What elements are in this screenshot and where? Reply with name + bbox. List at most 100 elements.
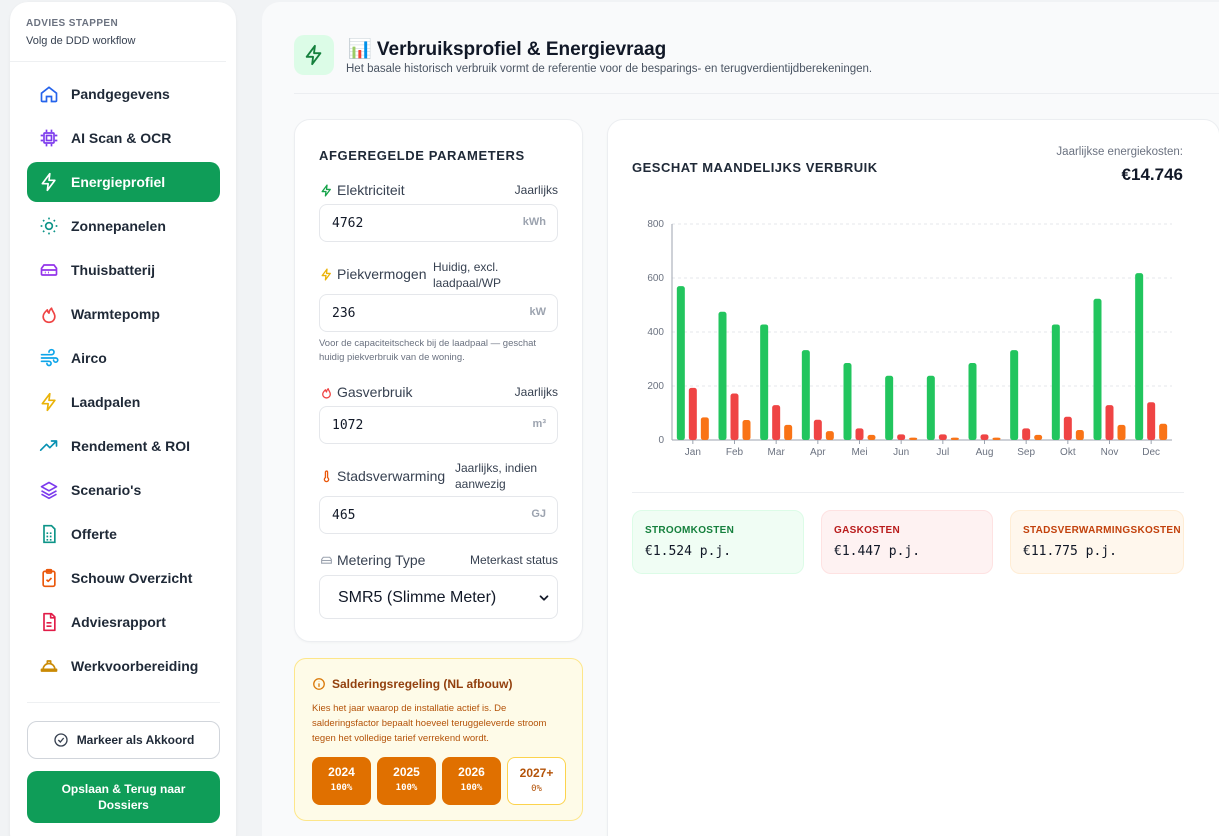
bolt-icon: [39, 172, 59, 192]
peak-power-input[interactable]: 236 kW: [319, 294, 558, 332]
chevron-down-icon: [539, 595, 549, 601]
year-2026-button[interactable]: 2026 100%: [442, 757, 501, 805]
bar: [718, 311, 727, 440]
sidebar-item-offerte[interactable]: Offerte: [27, 514, 220, 554]
sidebar-item-ai-scan[interactable]: AI Scan & OCR: [27, 118, 220, 158]
sidebar-item-scenarios[interactable]: Scenario's: [27, 470, 220, 510]
district-heating-input[interactable]: 465 GJ: [319, 496, 558, 534]
metering-label: Metering Type: [319, 552, 425, 568]
sidebar: ADVIES STAPPEN Volg de DDD workflow Pand…: [10, 2, 236, 836]
gas-cost-card: GASKOSTEN €1.447 p.j.: [821, 510, 993, 574]
year-pct: 100%: [330, 783, 353, 793]
bar: [1051, 324, 1060, 440]
gas-input[interactable]: 1072 m³: [319, 406, 558, 444]
header-divider: [294, 93, 1219, 94]
sidebar-item-warmtepomp[interactable]: Warmtepomp: [27, 294, 220, 334]
district-heating-label: Stadsverwarming: [319, 468, 445, 484]
peak-power-note: Voor de capaciteitscheck bij de laadpaal…: [319, 338, 537, 363]
sidebar-item-schouw[interactable]: Schouw Overzicht: [27, 558, 220, 598]
sidebar-item-werkvoorbereiding[interactable]: Werkvoorbereiding: [27, 646, 220, 686]
mark-approved-button[interactable]: Markeer als Akkoord: [27, 721, 220, 759]
battery-icon: [39, 260, 59, 280]
year-2025-button[interactable]: 2025 100%: [377, 757, 436, 805]
year-label: 2025: [393, 765, 420, 779]
sidebar-divider: [27, 702, 220, 703]
bar: [1022, 428, 1031, 440]
metering-hint: Meterkast status: [469, 553, 558, 567]
year-2027-button[interactable]: 2027+ 0%: [507, 757, 566, 805]
y-tick-label: 200: [647, 381, 664, 392]
x-tick-label: Dec: [1142, 447, 1160, 458]
bolt-icon: [294, 35, 334, 75]
bar: [1159, 423, 1168, 440]
sidebar-item-energieprofiel[interactable]: Energieprofiel: [27, 162, 220, 202]
sidebar-item-label: Laadpalen: [71, 394, 141, 410]
y-tick-label: 800: [647, 219, 664, 230]
bar: [1135, 273, 1144, 440]
kpi-value: €1.524 p.j.: [645, 544, 732, 559]
bar: [730, 393, 739, 440]
metering-select[interactable]: SMR5 (Slimme Meter): [319, 575, 558, 619]
x-tick-label: Jul: [936, 447, 949, 458]
sidebar-item-adviesrapport[interactable]: Adviesrapport: [27, 602, 220, 642]
x-tick-label: Mei: [851, 447, 867, 458]
bar: [1105, 405, 1114, 440]
peak-power-value: 236: [332, 306, 356, 321]
kpi-label: STADSVERWARMINGSKOSTEN: [1023, 525, 1181, 536]
saldering-description: Kies het jaar waarop de installatie acti…: [312, 703, 547, 744]
year-2024-button[interactable]: 2024 100%: [312, 757, 371, 805]
sidebar-item-laadpalen[interactable]: Laadpalen: [27, 382, 220, 422]
bar: [843, 363, 852, 440]
metering-select-value: SMR5 (Slimme Meter): [338, 589, 497, 606]
peak-power-label: Piekvermogen: [319, 266, 427, 282]
sidebar-item-label: Schouw Overzicht: [71, 570, 193, 586]
wind-icon: [39, 348, 59, 368]
x-tick-label: Jan: [685, 447, 701, 458]
electricity-label-text: Elektriciteit: [337, 182, 405, 198]
metering-label-text: Metering Type: [337, 552, 426, 568]
bar: [980, 434, 989, 440]
saldering-panel: Salderingsregeling (NL afbouw) Kies het …: [294, 658, 583, 821]
sidebar-item-label: AI Scan & OCR: [71, 130, 172, 146]
sidebar-item-label: Energieprofiel: [71, 174, 166, 190]
bar: [1117, 424, 1126, 440]
sidebar-item-thuisbatterij[interactable]: Thuisbatterij: [27, 250, 220, 290]
x-tick-label: Apr: [810, 447, 826, 458]
gas-hint: Jaarlijks: [514, 385, 558, 399]
peak-power-label-text: Piekvermogen: [337, 266, 427, 282]
electricity-cost-card: STROOMKOSTEN €1.524 p.j.: [632, 510, 804, 574]
page-title: 📊 Verbruiksprofiel & Energievraag: [348, 39, 667, 60]
saldering-title: Salderingsregeling (NL afbouw): [312, 677, 512, 691]
year-label: 2024: [328, 765, 355, 779]
bolt-icon: [319, 267, 333, 281]
peak-power-hint: Huidig, excl. laadpaal/WP: [433, 260, 502, 290]
save-back-button[interactable]: Opslaan & Terug naar Dossiers: [27, 771, 220, 823]
sidebar-item-airco[interactable]: Airco: [27, 338, 220, 378]
bar: [700, 417, 709, 440]
kpi-label: STROOMKOSTEN: [645, 525, 735, 536]
bar: [801, 350, 810, 440]
saldering-title-text: Salderingsregeling (NL afbouw): [332, 677, 513, 691]
bar: [1010, 350, 1019, 440]
sidebar-item-label: Rendement & ROI: [71, 438, 191, 454]
sidebar-item-zonnepanelen[interactable]: Zonnepanelen: [27, 206, 220, 246]
bar: [813, 419, 822, 440]
sun-icon: [39, 216, 59, 236]
x-tick-label: Jun: [893, 447, 909, 458]
consumption-chart-card: GESCHAT MAANDELIJKS VERBRUIK Jaarlijkse …: [607, 119, 1219, 836]
gas-value: 1072: [332, 418, 364, 433]
sidebar-item-label: Adviesrapport: [71, 614, 166, 630]
sidebar-item-pandgegevens[interactable]: Pandgegevens: [27, 74, 220, 114]
bar: [885, 375, 894, 440]
bar: [926, 375, 935, 440]
year-label: 2027+: [519, 766, 554, 780]
sidebar-title: ADVIES STAPPEN: [26, 18, 119, 29]
meter-box-icon: [319, 553, 333, 567]
electricity-unit: kWh: [522, 216, 546, 228]
electricity-input[interactable]: 4762 kWh: [319, 204, 558, 242]
electricity-hint: Jaarlijks: [514, 183, 558, 197]
sidebar-item-label: Pandgegevens: [71, 86, 170, 102]
sidebar-item-label: Werkvoorbereiding: [71, 658, 199, 674]
chart-title: GESCHAT MAANDELIJKS VERBRUIK: [632, 160, 878, 175]
sidebar-item-rendement[interactable]: Rendement & ROI: [27, 426, 220, 466]
